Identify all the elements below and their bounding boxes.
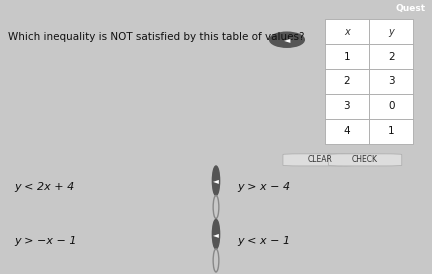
Text: 4: 4 (343, 126, 350, 136)
FancyBboxPatch shape (325, 119, 369, 144)
Text: y > −x − 1: y > −x − 1 (15, 236, 77, 246)
Text: 1: 1 (388, 126, 394, 136)
FancyBboxPatch shape (369, 94, 413, 119)
Circle shape (213, 166, 219, 195)
Text: 3: 3 (343, 101, 350, 111)
Text: Which inequality is NOT satisfied by this table of values?: Which inequality is NOT satisfied by thi… (8, 32, 305, 41)
Text: 0: 0 (388, 101, 394, 111)
Text: y < 2x + 4: y < 2x + 4 (15, 182, 75, 192)
Text: y < x − 1: y < x − 1 (237, 236, 290, 246)
FancyBboxPatch shape (369, 119, 413, 144)
FancyBboxPatch shape (325, 69, 369, 94)
Circle shape (213, 219, 219, 249)
Text: CLEAR: CLEAR (307, 155, 332, 164)
Text: ◄: ◄ (284, 35, 290, 44)
Text: 2: 2 (343, 76, 350, 87)
Circle shape (270, 32, 304, 47)
Text: CHECK: CHECK (352, 155, 378, 164)
FancyBboxPatch shape (369, 44, 413, 69)
Text: Quest: Quest (395, 4, 426, 13)
FancyBboxPatch shape (325, 94, 369, 119)
Text: ◄: ◄ (213, 230, 219, 239)
Text: 2: 2 (388, 52, 394, 62)
Text: 3: 3 (388, 76, 394, 87)
FancyBboxPatch shape (325, 44, 369, 69)
Text: 1: 1 (343, 52, 350, 62)
FancyBboxPatch shape (328, 154, 402, 166)
Text: ◄: ◄ (213, 176, 219, 185)
Text: x: x (344, 27, 350, 37)
Text: y > x − 4: y > x − 4 (237, 182, 290, 192)
FancyBboxPatch shape (283, 154, 356, 166)
FancyBboxPatch shape (369, 19, 413, 44)
FancyBboxPatch shape (369, 69, 413, 94)
Text: y: y (388, 27, 394, 37)
FancyBboxPatch shape (325, 19, 369, 44)
